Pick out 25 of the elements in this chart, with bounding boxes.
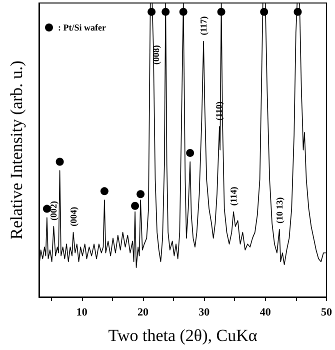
annotation: (10 13) [274,197,284,224]
x-tick-label: 20 [137,306,149,318]
legend-label: : Pt/Si wafer [58,22,106,32]
point [148,8,156,16]
annotation: (008) [150,45,161,65]
x-tick-label: 40 [260,306,272,318]
point [186,148,194,157]
annotation: (117) [198,16,209,36]
point [131,202,140,210]
point [100,187,108,196]
annotation: (002) [48,201,59,220]
point [294,8,302,16]
point [136,190,145,198]
point [162,8,170,16]
annotation: (004) [68,206,78,226]
x-tick-label: 30 [198,306,210,318]
y-axis-title: Relative Intensity (arb. u.) [7,60,26,240]
x-tick-label: 50 [321,306,332,318]
x-tick-label: 10 [76,306,88,318]
point [179,8,188,16]
point [56,158,64,166]
point [217,8,226,16]
x-axis-title: Two theta (2θ), CuKα [108,326,258,345]
point [260,8,268,16]
annotation: (114) [228,186,239,206]
